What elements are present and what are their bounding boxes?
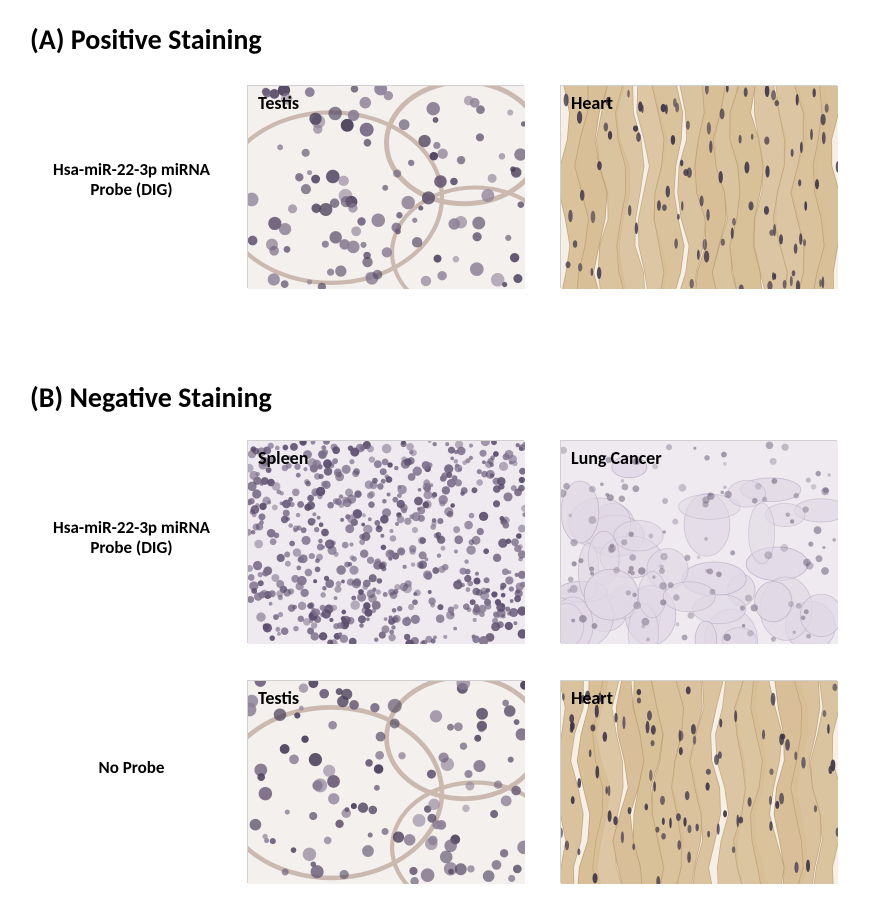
panel-testis-pos: Testis (247, 85, 524, 288)
panel-label-heart-np: Heart (571, 687, 613, 709)
row-label-1-line2: Probe (DIG) (90, 537, 172, 558)
panel-spleen-neg: Spleen (247, 440, 524, 643)
row-label-0-line1: Hsa-miR-22-3p miRNA (53, 159, 210, 180)
histology-testis-np (248, 681, 525, 884)
histology-spleen-neg (248, 441, 525, 644)
row-label-0: Hsa-miR-22-3p miRNA Probe (DIG) (34, 160, 229, 201)
row-label-0-line2: Probe (DIG) (90, 179, 172, 200)
histology-testis-pos (248, 86, 525, 289)
histology-lung-neg (561, 441, 838, 644)
panel-label-testis-pos: Testis (258, 92, 299, 114)
panel-heart-pos: Heart (560, 85, 837, 288)
panel-heart-np: Heart (560, 680, 837, 883)
histology-heart-pos (561, 86, 838, 289)
panel-label-heart-pos: Heart (571, 92, 613, 114)
section-a-title: (A) Positive Staining (30, 22, 262, 57)
panel-label-lung-neg: Lung Cancer (571, 447, 662, 469)
panel-label-spleen-neg: Spleen (258, 447, 308, 469)
row-label-2: No Probe (34, 758, 229, 778)
row-label-1: Hsa-miR-22-3p miRNA Probe (DIG) (34, 518, 229, 559)
section-b-title: (B) Negative Staining (30, 380, 272, 415)
panel-testis-np: Testis (247, 680, 524, 883)
row-label-1-line1: Hsa-miR-22-3p miRNA (53, 517, 210, 538)
histology-heart-np (561, 681, 838, 884)
panel-lung-neg: Lung Cancer (560, 440, 837, 643)
panel-label-testis-np: Testis (258, 687, 299, 709)
row-label-2-line1: No Probe (99, 757, 165, 778)
